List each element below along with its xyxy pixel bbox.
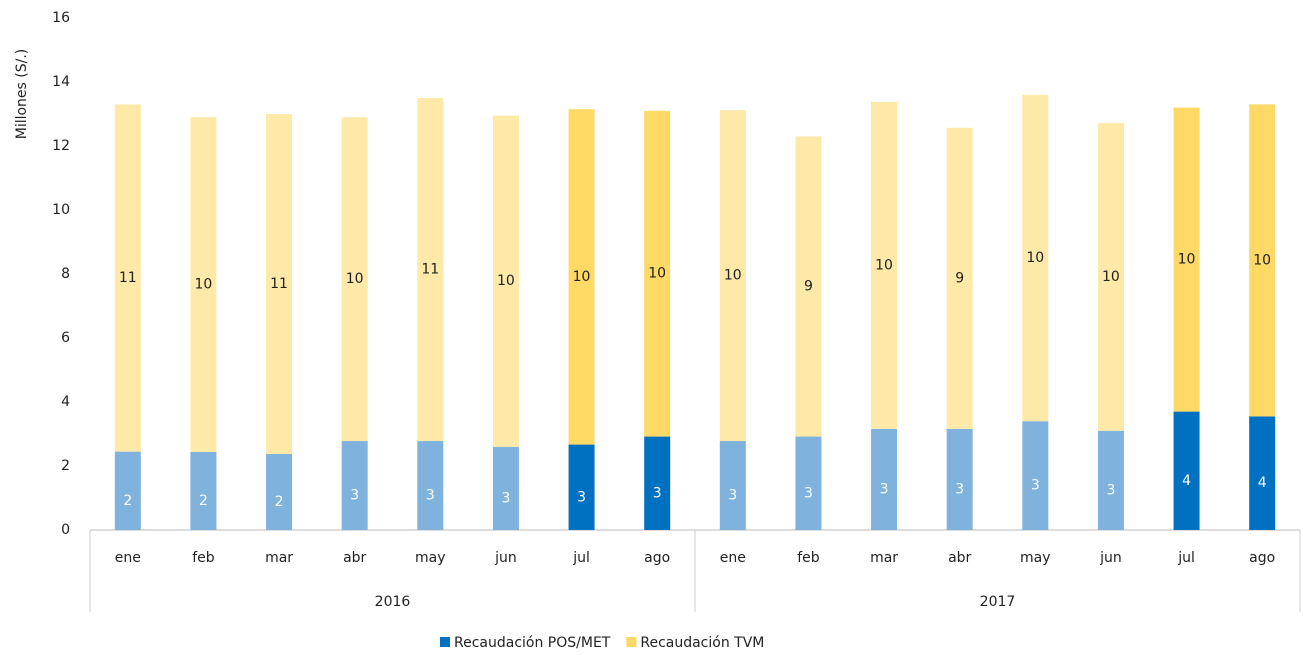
y-tick-label: 12 <box>52 138 70 154</box>
bar-segment <box>266 114 293 454</box>
x-tick-label: feb <box>797 550 820 566</box>
data-label: 11 <box>270 276 288 292</box>
y-tick-label: 16 <box>52 10 70 26</box>
bar-segment <box>114 451 141 530</box>
data-label: 3 <box>728 488 737 504</box>
x-tick-label: abr <box>343 550 366 566</box>
x-tick-label: ago <box>1249 550 1275 566</box>
bar-segment <box>1249 416 1276 530</box>
data-label: 10 <box>1102 269 1120 285</box>
data-label: 10 <box>497 273 515 289</box>
x-tick-label: jun <box>1099 550 1122 566</box>
legend-swatch <box>626 637 637 647</box>
data-label: 10 <box>1253 252 1271 268</box>
bar-segment <box>1173 107 1200 412</box>
x-tick-label: jul <box>572 550 590 566</box>
data-label: 3 <box>426 488 435 504</box>
data-label: 10 <box>1026 250 1044 266</box>
y-tick-label: 8 <box>61 266 70 282</box>
data-label: 4 <box>1258 475 1267 491</box>
bar-segment <box>871 428 898 530</box>
x-tick-label: may <box>1020 550 1051 566</box>
data-label: 3 <box>804 485 813 501</box>
data-label: 2 <box>275 494 284 510</box>
bar-segment <box>719 441 746 530</box>
data-label: 9 <box>804 278 813 294</box>
data-label: 3 <box>1106 482 1115 498</box>
legend-swatch <box>440 637 450 647</box>
y-tick-label: 6 <box>61 330 70 346</box>
bar-segment <box>1022 421 1049 530</box>
bar-segment <box>871 101 898 429</box>
bar-segment <box>568 109 595 445</box>
bar-segment <box>795 136 822 437</box>
bar-segment <box>946 428 973 530</box>
x-tick-label: feb <box>192 550 215 566</box>
x-tick-label: ago <box>644 550 670 566</box>
data-label: 10 <box>195 277 213 293</box>
group-label: 2017 <box>980 594 1016 610</box>
bar-segment <box>190 451 217 530</box>
bar-segment <box>1022 94 1049 422</box>
bar-segment <box>1249 104 1276 417</box>
x-tick-label: ene <box>720 550 746 566</box>
data-label: 3 <box>955 481 964 497</box>
bar-segment <box>417 441 444 530</box>
data-label: 10 <box>648 266 666 282</box>
bar-segment <box>946 127 973 429</box>
data-label: 9 <box>955 270 964 286</box>
y-tick-label: 0 <box>61 522 70 538</box>
bar-segment <box>568 444 595 530</box>
data-label: 10 <box>346 271 364 287</box>
data-label: 10 <box>1178 252 1196 268</box>
data-label: 2 <box>199 493 208 509</box>
data-label: 3 <box>577 489 586 505</box>
x-tick-label: ene <box>115 550 141 566</box>
x-tick-label: mar <box>870 550 898 566</box>
bar-segment <box>1173 411 1200 530</box>
x-tick-label: jul <box>1177 550 1195 566</box>
y-tick-label: 14 <box>52 74 70 90</box>
x-tick-label: mar <box>265 550 293 566</box>
y-tick-label: 10 <box>52 202 70 218</box>
bar-segment <box>1097 122 1124 431</box>
y-tick-label: 2 <box>61 458 70 474</box>
bar-segment <box>417 98 444 442</box>
x-tick-label: jun <box>494 550 517 566</box>
legend-label: Recaudación POS/MET <box>454 635 611 651</box>
bar-segment <box>266 453 293 530</box>
data-label: 3 <box>1031 478 1040 494</box>
bar-segment <box>1097 430 1124 530</box>
bar-segment <box>114 104 141 452</box>
x-tick-label: may <box>415 550 446 566</box>
bar-segment <box>719 110 746 442</box>
bar-segment <box>492 115 519 447</box>
bar-segment <box>341 117 368 442</box>
data-label: 10 <box>573 269 591 285</box>
legend-label: Recaudación TVM <box>640 635 764 651</box>
bar-segment <box>795 436 822 530</box>
data-label: 2 <box>123 493 132 509</box>
data-label: 10 <box>875 257 893 273</box>
bar-segment <box>190 117 217 452</box>
data-label: 4 <box>1182 473 1191 489</box>
data-label: 3 <box>880 481 889 497</box>
data-label: 11 <box>119 270 137 286</box>
bar-segment <box>341 441 368 530</box>
y-axis-label: Millones (S/.) <box>14 49 30 140</box>
y-tick-label: 4 <box>61 394 70 410</box>
data-label: 3 <box>350 488 359 504</box>
x-tick-label: abr <box>948 550 971 566</box>
data-label: 3 <box>501 490 510 506</box>
bar-segment <box>644 110 671 437</box>
bar-segment <box>644 436 671 530</box>
data-label: 11 <box>421 262 439 278</box>
data-label: 3 <box>653 485 662 501</box>
bar-segment <box>492 446 519 530</box>
data-label: 10 <box>724 268 742 284</box>
group-label: 2016 <box>375 594 411 610</box>
